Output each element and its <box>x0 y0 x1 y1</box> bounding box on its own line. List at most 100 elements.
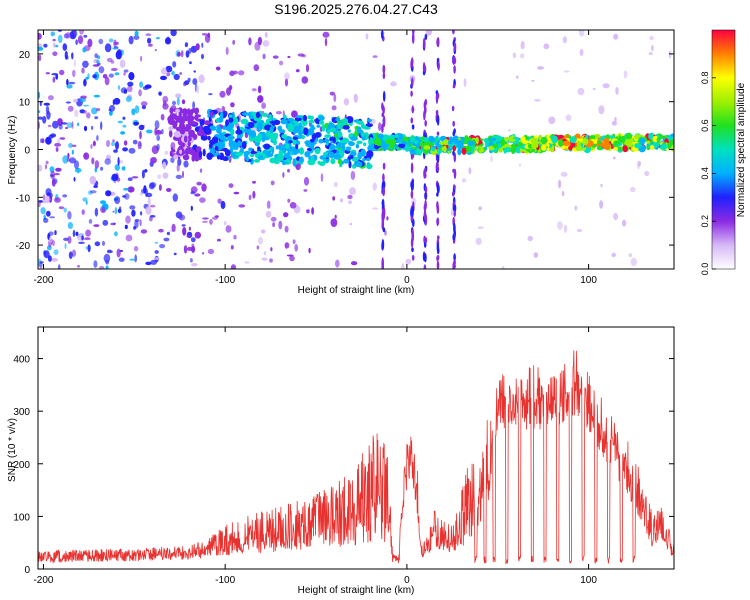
spectrogram-signal-blob <box>530 137 538 144</box>
spectrogram-noise-blob <box>45 105 50 114</box>
spectrogram-noise-blob <box>83 237 91 241</box>
spectrogram-noise-blob <box>181 99 186 105</box>
spectrogram-noise-blob <box>54 197 61 203</box>
spectrogram-noise-blob <box>52 51 58 56</box>
spectrogram-noise-blob <box>50 133 57 138</box>
spectrogram-signal-blob <box>257 133 262 139</box>
spectrogram-noise-blob <box>114 206 118 215</box>
spectrogram-noise-blob <box>74 109 79 118</box>
spectrogram-noise-blob <box>156 37 160 40</box>
spectrogram-streak-blob <box>424 186 428 193</box>
spectrogram-noise-blob <box>74 160 79 170</box>
spectrogram-noise-blob <box>55 147 59 152</box>
spectrogram-noise-blob <box>145 261 152 266</box>
spectrogram-signal-blob <box>589 135 596 140</box>
spectrogram-noise-blob <box>179 214 183 220</box>
snr-y-tick-label: 0 <box>24 565 30 576</box>
spectrogram-noise-blob <box>154 250 159 254</box>
chart-title: S196.2025.276.04.27.C43 <box>274 1 438 17</box>
spectrogram-streak-blob <box>436 37 439 47</box>
spectrogram-noise-blob <box>59 69 65 76</box>
spectrogram-noise-blob <box>527 235 533 242</box>
spectrogram-noise-blob <box>353 93 358 103</box>
spectrogram-noise-blob <box>54 230 57 236</box>
spectrogram-noise-blob <box>43 43 48 48</box>
spectrogram-noise-blob <box>644 170 650 177</box>
spectrogram-noise-blob <box>85 200 88 205</box>
spectrogram-signal-blob <box>265 132 271 138</box>
spectrogram-noise-blob <box>149 215 156 218</box>
spectrogram-signal-blob <box>366 163 373 170</box>
spectrogram-signal-blob <box>265 152 274 158</box>
spectrogram-noise-blob <box>190 205 193 211</box>
spectrogram-signal-blob <box>366 150 374 158</box>
spectrogram-signal-blob <box>237 140 242 147</box>
spectrogram-noise-blob <box>537 66 544 70</box>
spectrogram-signal-blob <box>275 145 279 150</box>
spectrogram-signal-blob <box>660 143 668 150</box>
spectrogram-signal-blob <box>467 140 475 146</box>
spectrogram-noise-blob <box>592 87 596 90</box>
spectrogram-noise-blob <box>615 87 619 95</box>
spectrogram-noise-blob <box>121 166 126 171</box>
spectrogram-noise-blob <box>52 240 55 247</box>
spectrogram-noise-blob <box>118 257 125 262</box>
spectrogram-noise-blob <box>47 255 52 262</box>
spectrogram-noise-blob <box>175 93 182 99</box>
spectrogram-signal-blob <box>298 159 304 163</box>
spectrogram-noise-blob <box>38 32 42 40</box>
spectrogram-streak-blob <box>436 217 440 227</box>
spectrogram-noise-blob <box>113 39 117 48</box>
spectrogram-signal-blob <box>531 141 539 149</box>
spectrogram-noise-blob <box>141 105 146 110</box>
spectrogram-noise-blob <box>52 38 56 42</box>
spectrogram-streak-blob <box>412 218 415 228</box>
spectrogram-signal-blob <box>310 126 316 131</box>
spectrogram-noise-blob <box>38 91 41 99</box>
spectrogram-noise-blob <box>77 35 84 45</box>
spectrogram-noise-blob <box>90 143 93 150</box>
spectrogram-streak-blob <box>411 32 415 44</box>
spectrogram-signal-blob <box>287 117 295 122</box>
spectrogram-signal-blob <box>281 134 288 139</box>
spectrogram-noise-blob <box>54 173 60 176</box>
spectrogram-noise-blob <box>67 210 72 220</box>
spectrogram-signal-blob <box>296 115 303 119</box>
spectrogram-noise-blob <box>45 72 50 75</box>
spectrogram-noise-blob <box>502 265 505 269</box>
colorbar-label: Normalized spectral amplitude <box>736 82 747 217</box>
spectrogram-noise-blob <box>124 193 130 200</box>
spectrogram-noise-blob <box>83 104 90 107</box>
spectrogram-streak-blob <box>452 233 456 241</box>
spectrogram-noise-blob <box>132 139 138 145</box>
spectrogram-signal-blob <box>287 123 294 130</box>
spectrogram-signal-blob <box>195 146 202 152</box>
spectrogram-noise-blob <box>128 72 135 81</box>
spectrogram-noise-blob <box>80 95 87 99</box>
spectrogram-noise-blob <box>116 248 121 258</box>
spectrogram-noise-blob <box>102 240 105 246</box>
spectrogram-noise-blob <box>322 31 330 38</box>
spectrogram-noise-blob <box>131 176 139 179</box>
spectrogram-signal-blob <box>649 145 655 150</box>
spectrogram-y-tick-label: -10 <box>16 193 31 204</box>
spectrogram-noise-blob <box>162 161 167 170</box>
spectrogram-noise-blob <box>349 187 356 195</box>
spectrogram-streak-blob <box>436 182 440 194</box>
spectrogram-noise-blob <box>108 38 114 43</box>
spectrogram-noise-blob <box>73 59 76 68</box>
spectrogram-noise-blob <box>261 102 266 109</box>
spectrogram-signal-blob <box>582 137 589 146</box>
spectrogram-signal-blob <box>366 157 371 162</box>
spectrogram-noise-blob <box>66 122 74 128</box>
spectrogram-signal-blob <box>288 140 293 144</box>
spectrogram-noise-blob <box>172 193 178 202</box>
spectrogram-noise-blob <box>270 180 275 186</box>
spectrogram-noise-blob <box>148 182 155 190</box>
spectrogram-noise-blob <box>116 49 122 55</box>
spectrogram-noise-blob <box>165 65 173 73</box>
snr-chart: -200 -100 0 100 0 100 200 300 400 Height of str… <box>7 326 675 596</box>
spectrogram-noise-blob <box>139 130 142 140</box>
spectrogram-signal-blob <box>335 117 341 122</box>
spectrogram-noise-blob <box>75 39 78 45</box>
